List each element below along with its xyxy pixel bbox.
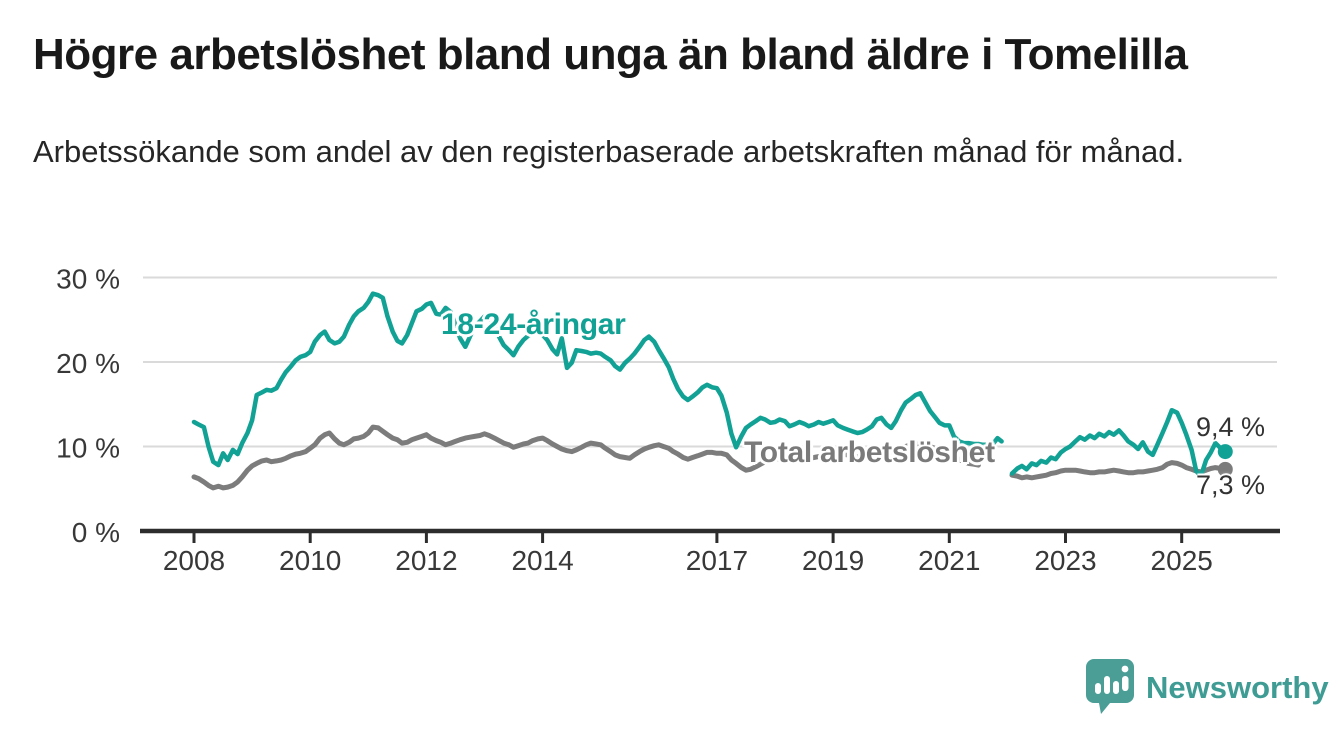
x-axis-tick-label: 2019: [802, 545, 864, 576]
page-title: Högre arbetslöshet bland unga än bland ä…: [33, 30, 1188, 79]
x-axis-tick-label: 2023: [1034, 545, 1096, 576]
series-line: [1009, 407, 1228, 479]
series-label-youth: 18-24-åringar: [441, 308, 626, 341]
series-end-dot: [1217, 444, 1233, 460]
x-axis-tick-label: 2010: [279, 545, 341, 576]
end-value-label-youth: 9,4 %: [1196, 412, 1266, 442]
y-axis-tick-label: 30 %: [56, 264, 120, 295]
series-line: [191, 291, 1004, 468]
x-axis-tick-label: 2021: [918, 545, 980, 576]
series-line: [191, 424, 981, 491]
x-axis-tick-label: 2025: [1151, 545, 1213, 576]
y-axis-tick-label: 20 %: [56, 348, 120, 379]
series-label-total: Total arbetslöshet: [744, 436, 995, 469]
chart-subtitle: Arbetssökande som andel av den registerb…: [33, 134, 1185, 169]
newsworthy-logo-text: Newsworthy: [1146, 669, 1329, 705]
x-axis-tick-label: 2012: [395, 545, 457, 576]
x-axis-tick-label: 2017: [686, 545, 748, 576]
x-axis-tick-label: 2008: [163, 545, 225, 576]
newsworthy-logo-icon: [1086, 659, 1134, 714]
series-line: [1009, 460, 1228, 481]
y-axis-tick-label: 10 %: [56, 433, 120, 464]
y-axis-tick-label: 0 %: [72, 517, 120, 548]
newsworthy-logo: Newsworthy: [1084, 656, 1334, 718]
end-value-label-total: 7,3 %: [1196, 470, 1266, 500]
x-axis-tick-label: 2014: [511, 545, 573, 576]
series-end-dot: [1217, 461, 1233, 477]
